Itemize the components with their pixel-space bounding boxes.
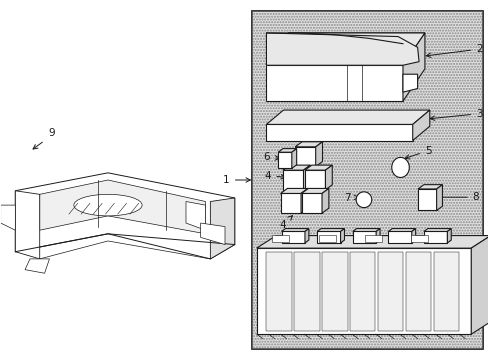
- Polygon shape: [266, 65, 402, 101]
- Polygon shape: [281, 229, 308, 231]
- Bar: [377, 252, 403, 330]
- Polygon shape: [256, 248, 470, 334]
- Polygon shape: [283, 170, 303, 190]
- Polygon shape: [266, 33, 424, 65]
- Polygon shape: [375, 229, 379, 243]
- Bar: [433, 252, 458, 330]
- Polygon shape: [185, 202, 205, 230]
- Polygon shape: [387, 231, 411, 243]
- Polygon shape: [301, 188, 307, 213]
- Polygon shape: [447, 229, 450, 243]
- Polygon shape: [402, 74, 417, 92]
- Polygon shape: [301, 193, 322, 213]
- Polygon shape: [210, 198, 234, 259]
- Polygon shape: [305, 229, 308, 243]
- Bar: [266, 252, 291, 330]
- Bar: [364, 235, 381, 242]
- Polygon shape: [391, 157, 408, 177]
- Polygon shape: [291, 149, 296, 168]
- Polygon shape: [266, 125, 412, 140]
- Text: 9: 9: [48, 129, 55, 138]
- Polygon shape: [317, 231, 340, 243]
- Bar: [294, 252, 319, 330]
- Polygon shape: [387, 229, 415, 231]
- Polygon shape: [423, 231, 447, 243]
- Polygon shape: [303, 165, 310, 190]
- Polygon shape: [340, 229, 344, 243]
- Polygon shape: [283, 165, 310, 170]
- Polygon shape: [470, 235, 488, 334]
- Polygon shape: [25, 259, 49, 273]
- Polygon shape: [256, 235, 488, 248]
- Bar: [349, 252, 375, 330]
- Polygon shape: [402, 33, 424, 101]
- Polygon shape: [278, 152, 291, 168]
- Text: 4: 4: [279, 216, 292, 230]
- Bar: [251, 12, 483, 348]
- Polygon shape: [423, 229, 450, 231]
- Text: 2: 2: [426, 44, 482, 58]
- Polygon shape: [322, 188, 328, 213]
- Polygon shape: [266, 33, 418, 65]
- Polygon shape: [266, 33, 424, 65]
- Polygon shape: [278, 149, 296, 152]
- Text: 7: 7: [344, 193, 358, 203]
- Polygon shape: [411, 229, 415, 243]
- Polygon shape: [295, 142, 322, 147]
- Polygon shape: [417, 189, 436, 211]
- Polygon shape: [281, 231, 305, 243]
- Polygon shape: [15, 173, 234, 259]
- Bar: [272, 235, 289, 242]
- Bar: [405, 252, 430, 330]
- Polygon shape: [266, 110, 429, 125]
- Polygon shape: [40, 180, 205, 234]
- Polygon shape: [417, 185, 442, 189]
- Text: 6: 6: [263, 152, 279, 162]
- Polygon shape: [305, 165, 331, 170]
- Text: 1: 1: [223, 175, 250, 185]
- Polygon shape: [412, 110, 429, 140]
- Polygon shape: [295, 147, 315, 167]
- Polygon shape: [0, 205, 15, 230]
- Bar: [410, 235, 427, 242]
- Text: 3: 3: [429, 109, 482, 120]
- Bar: [318, 235, 335, 242]
- Polygon shape: [436, 185, 442, 211]
- Polygon shape: [317, 229, 344, 231]
- Bar: [322, 252, 347, 330]
- Polygon shape: [15, 191, 40, 259]
- Polygon shape: [352, 231, 375, 243]
- Ellipse shape: [74, 194, 142, 216]
- Polygon shape: [352, 229, 379, 231]
- Polygon shape: [355, 192, 371, 208]
- Polygon shape: [315, 142, 322, 167]
- Text: 4: 4: [264, 171, 285, 181]
- Polygon shape: [280, 193, 301, 213]
- Polygon shape: [301, 188, 328, 193]
- Text: 5: 5: [405, 145, 430, 159]
- Bar: [251, 12, 483, 348]
- Text: 4: 4: [298, 140, 305, 153]
- Text: 8: 8: [422, 192, 478, 202]
- Polygon shape: [305, 170, 325, 190]
- Polygon shape: [280, 188, 307, 193]
- Polygon shape: [200, 223, 224, 244]
- Polygon shape: [325, 165, 331, 190]
